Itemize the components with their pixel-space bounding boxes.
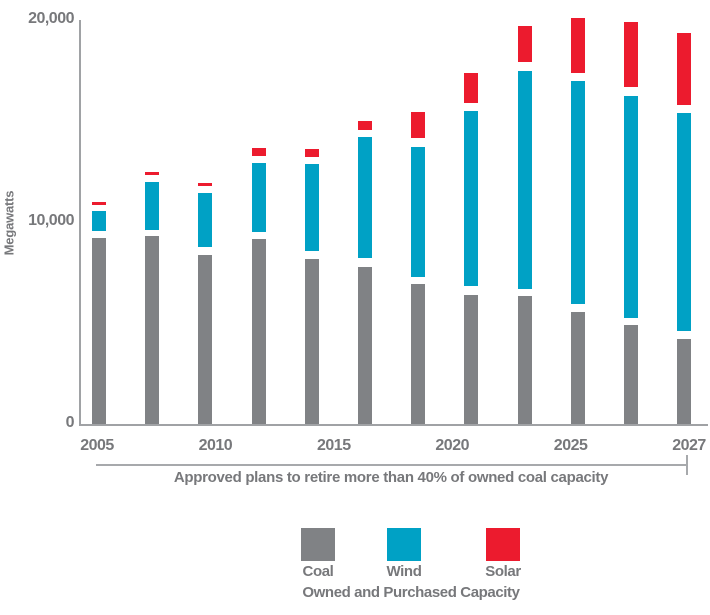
- solar-segment: [624, 22, 638, 87]
- bar-6: [358, 14, 372, 424]
- coal-segment: [92, 238, 106, 424]
- bar-1: [92, 14, 106, 424]
- solar-segment: [677, 33, 692, 105]
- wind-segment: [92, 210, 106, 232]
- coal-segment: [304, 259, 319, 424]
- bar-10: [570, 14, 585, 424]
- solar-segment: [251, 148, 266, 157]
- coal-segment: [570, 311, 585, 424]
- solar-segment: [358, 121, 372, 131]
- solar-segment: [304, 149, 319, 158]
- wind-segment: [464, 110, 479, 286]
- x-tick-label-2020: 2020: [435, 437, 469, 454]
- legend-label-solar: Solar: [485, 563, 521, 580]
- wind-segment: [145, 181, 160, 231]
- y-axis-line: [79, 20, 81, 425]
- coal-retirement-annotation: Approved plans to retire more than 40% o…: [173, 469, 609, 486]
- x-tick-label-2010: 2010: [198, 437, 233, 454]
- y-tick-label-10000: 10,000: [28, 212, 74, 230]
- y-tick-label-20000: 20,000: [28, 10, 74, 28]
- bar-4: [251, 14, 266, 424]
- solar-segment: [570, 18, 585, 73]
- solar-segment: [411, 111, 426, 139]
- coal-segment: [517, 295, 532, 424]
- coal-segment: [358, 267, 372, 424]
- solar-segment: [464, 72, 479, 103]
- bar-3: [198, 14, 213, 424]
- bar-12: [677, 14, 692, 424]
- x-axis-line: [79, 424, 708, 426]
- plot-area: [80, 14, 708, 424]
- x-tick-label-2027: 2027: [672, 437, 706, 454]
- wind-segment: [517, 70, 532, 289]
- legend-swatch-coal: [301, 528, 335, 561]
- coal-segment: [251, 239, 266, 424]
- coal-segment: [411, 283, 426, 424]
- legend-label-coal: Coal: [302, 563, 334, 580]
- wind-segment: [198, 192, 213, 248]
- coal-segment: [145, 236, 160, 424]
- bar-9: [517, 14, 532, 424]
- bar-11: [624, 14, 638, 424]
- legend-swatch-solar: [486, 528, 520, 561]
- wind-segment: [358, 137, 372, 259]
- bar-7: [411, 14, 426, 424]
- bar-8: [464, 14, 479, 424]
- bar-5: [304, 14, 319, 424]
- coal-retirement-bracket-line: [96, 464, 688, 466]
- wind-segment: [251, 163, 266, 233]
- bar-2: [145, 14, 160, 424]
- y-tick-label-0: 0: [65, 414, 75, 431]
- x-tick-label-2015: 2015: [317, 437, 351, 454]
- solar-segment: [198, 182, 213, 186]
- coal-segment: [464, 294, 479, 424]
- legend-label-wind: Wind: [386, 563, 422, 580]
- coal-segment: [198, 255, 213, 424]
- wind-segment: [624, 95, 638, 318]
- coal-segment: [677, 339, 692, 424]
- wind-segment: [570, 80, 585, 304]
- wind-segment: [304, 164, 319, 252]
- x-tick-label-2025: 2025: [553, 437, 588, 454]
- solar-segment: [92, 201, 106, 205]
- legend-title: Owned and Purchased Capacity: [302, 584, 520, 601]
- wind-segment: [677, 112, 692, 332]
- wind-segment: [411, 147, 426, 277]
- x-tick-label-2005: 2005: [80, 437, 114, 454]
- solar-segment: [145, 171, 160, 175]
- legend-swatch-wind: [387, 528, 421, 561]
- coal-segment: [624, 325, 638, 424]
- coal-retirement-bracket-end-tick: [686, 455, 688, 475]
- solar-segment: [517, 26, 532, 63]
